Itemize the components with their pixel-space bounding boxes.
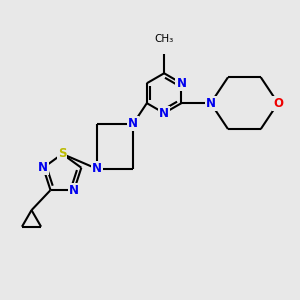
Text: O: O	[273, 97, 283, 110]
Text: N: N	[176, 77, 186, 90]
Text: N: N	[128, 117, 138, 130]
Text: N: N	[206, 97, 216, 110]
Text: N: N	[92, 162, 102, 175]
Text: N: N	[159, 106, 169, 120]
Text: N: N	[38, 161, 48, 174]
Text: S: S	[58, 147, 67, 161]
Text: CH₃: CH₃	[154, 34, 174, 44]
Text: N: N	[69, 184, 79, 196]
